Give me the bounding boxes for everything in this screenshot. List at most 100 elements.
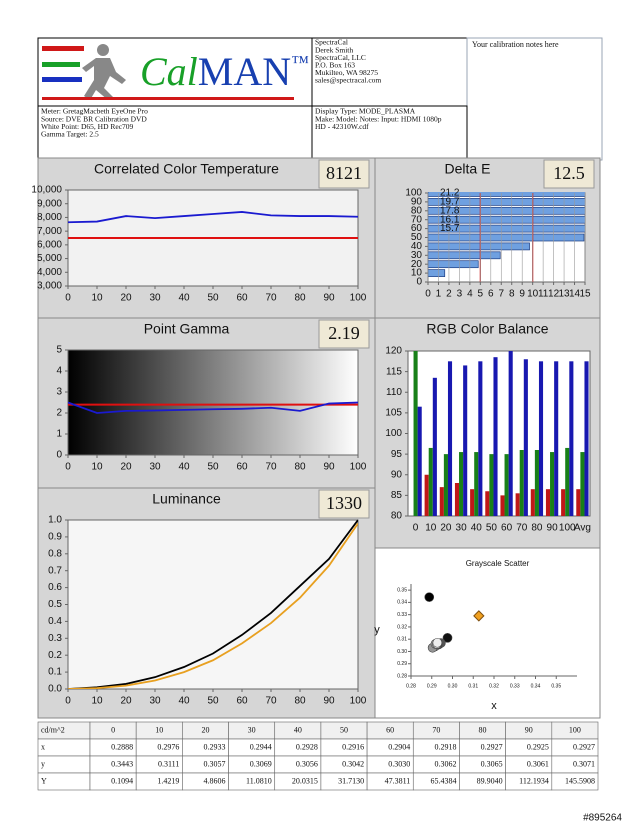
table-cell-text: 4.8606 (204, 776, 226, 785)
table-cell (551, 772, 599, 791)
table-cell-text: 0.2976 (157, 742, 179, 751)
x-tick-label: 1 (436, 289, 442, 300)
x-tick-label: 50 (207, 696, 219, 707)
y-tick-label: 0.5 (48, 599, 62, 610)
y-tick-label: 60 (411, 223, 423, 234)
table-cell-text: 65.4384 (430, 776, 456, 785)
company-line: sales@spectracal.com (315, 76, 381, 85)
y-tick-label: 0.31 (397, 637, 407, 643)
x-tick-label: 0 (65, 293, 71, 304)
y-tick-label: 0 (56, 450, 62, 461)
table-cell-text: 31.7130 (338, 776, 364, 785)
logo-man: MAN (198, 49, 291, 94)
y-tick-label: 10,000 (31, 185, 62, 196)
bar (554, 361, 559, 516)
bar (493, 357, 498, 516)
bar (580, 452, 585, 516)
bar (485, 491, 490, 516)
x-tick-label: 100 (559, 523, 576, 534)
table-header-cell: 10 (155, 725, 163, 734)
x-tick-label: 10 (91, 462, 103, 473)
y-tick-label: 0.4 (48, 616, 62, 627)
y-tick-label: 0.8 (48, 548, 62, 559)
bar (428, 242, 530, 251)
x-tick-label: 0.35 (551, 683, 561, 689)
bar (504, 454, 509, 516)
x-tick-label: 0.28 (406, 683, 416, 689)
meter-line: White Point: D65, HD Rec709 (41, 122, 134, 131)
x-tick-label: 90 (323, 293, 335, 304)
bar (515, 493, 520, 516)
x-tick-label: 40 (178, 696, 190, 707)
bar (428, 233, 585, 242)
x-tick-label: 80 (294, 462, 306, 473)
bar (500, 495, 505, 516)
y-tick-label: 0.34 (397, 600, 407, 606)
x-tick-label: 0 (65, 462, 71, 473)
table-cell-text: 0.3111 (158, 759, 179, 768)
display-line: Display Type: MODE_PLASMA (315, 107, 416, 116)
x-tick-label: 0.34 (531, 683, 541, 689)
x-tick-label: 2 (446, 289, 452, 300)
x-tick-label: 7 (498, 289, 504, 300)
bar (534, 450, 539, 516)
meter-line: Gamma Target: 2.5 (41, 130, 99, 139)
y-tick-label: 0.33 (397, 612, 407, 618)
scatter-point (442, 633, 453, 643)
x-tick-label: 100 (350, 696, 367, 707)
y-tick-label: 4 (56, 366, 62, 377)
x-tick-label: 0.32 (489, 683, 499, 689)
x-tick-label: 12 (548, 289, 560, 300)
y-axis-label: y (374, 624, 380, 636)
x-tick-label: 80 (531, 523, 543, 534)
table-cell-text: 0.3071 (573, 759, 595, 768)
table-cell-text: 0.2933 (204, 742, 226, 751)
bar (443, 454, 448, 516)
x-tick-label: 30 (149, 462, 161, 473)
y-tick-label: 95 (391, 449, 403, 460)
plot-group (413, 351, 589, 516)
bar (439, 487, 444, 516)
bar (523, 359, 528, 516)
readout-box (318, 489, 370, 519)
table-cell (37, 755, 91, 774)
plot-group (68, 211, 358, 239)
bar (428, 206, 585, 215)
y-tick-label: 90 (411, 197, 423, 208)
company-line: SpectraCal (315, 38, 348, 47)
x-tick-label: 0.30 (448, 683, 458, 689)
readout-box (543, 159, 595, 189)
table-cell-text: 0.2916 (342, 742, 364, 751)
bar (538, 361, 544, 516)
bar (428, 269, 446, 277)
logo-stripe (42, 46, 84, 51)
table-cell-text: 0.3030 (388, 759, 410, 768)
table-header-cell: 40 (294, 725, 302, 734)
x-tick-label: 90 (547, 523, 559, 534)
x-tick-label: 60 (236, 462, 248, 473)
y-tick-label: 10 (411, 268, 423, 279)
y-tick-label: 30 (411, 250, 423, 261)
y-tick-label: 40 (411, 241, 423, 252)
y-tick-label: 85 (391, 490, 403, 501)
x-tick-label: 0.33 (510, 683, 520, 689)
x-tick-label: 0 (425, 289, 431, 300)
x-tick-label: 20 (120, 462, 132, 473)
plot-area (407, 350, 591, 517)
x-tick-label: 40 (471, 523, 483, 534)
bar (428, 260, 479, 269)
y-tick-label: 120 (385, 346, 402, 357)
table-header-cell: 90 (525, 725, 533, 734)
value-label: 19.7 (440, 197, 460, 208)
x-tick-label: 30 (456, 523, 468, 534)
y-tick-label: 9,000 (37, 198, 62, 209)
x-tick-label: 11 (538, 289, 549, 300)
logo-text: CalMAN™ (140, 49, 309, 94)
bar (519, 450, 524, 516)
x-tick-label: 4 (467, 289, 473, 300)
y-tick-label: 115 (386, 366, 402, 377)
x-tick-label: 10 (425, 523, 437, 534)
x-tick-label: 70 (516, 523, 528, 534)
bar (584, 361, 589, 516)
table-header-cell: 100 (569, 725, 581, 734)
